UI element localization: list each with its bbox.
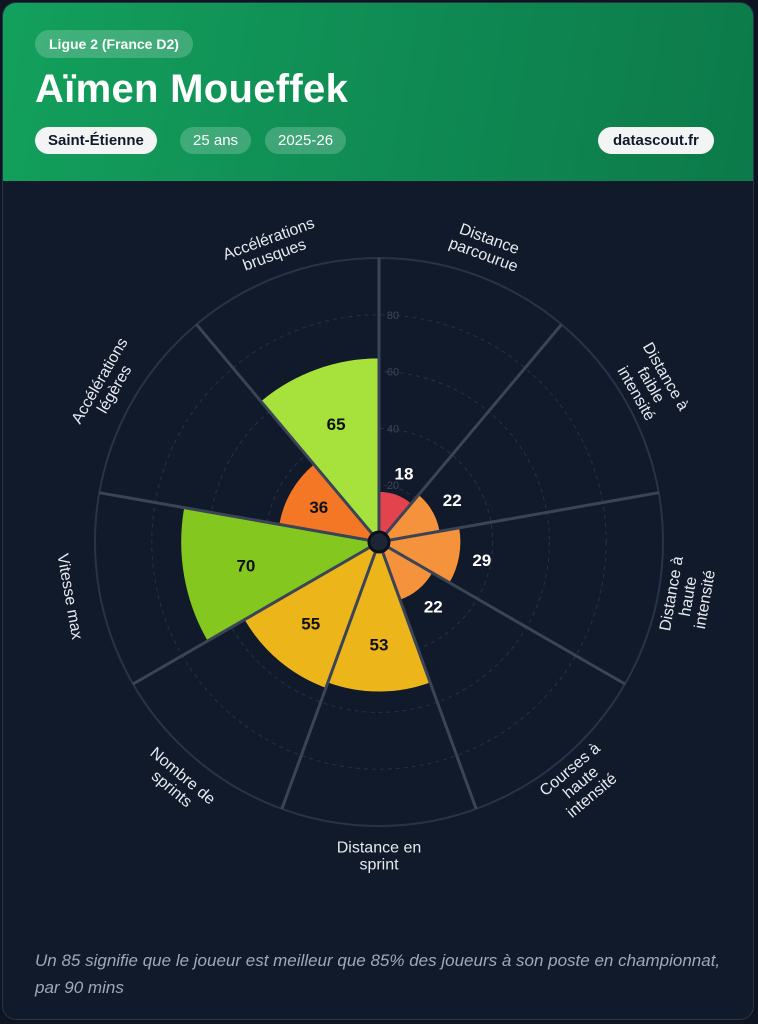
category-label: Distanceparcourue — [447, 219, 526, 276]
bar-wedge — [242, 539, 381, 691]
bar-wedge — [179, 506, 382, 643]
spoke-line — [99, 491, 380, 544]
header-banner: Ligue 2 (France D2) Aïmen Moueffek Saint… — [3, 3, 753, 181]
value-label: 18 — [395, 464, 414, 483]
league-badge: Ligue 2 (France D2) — [35, 30, 193, 58]
value-label: 65 — [327, 415, 346, 434]
value-label: 22 — [443, 491, 462, 510]
spoke-line — [378, 540, 626, 686]
value-label: 55 — [301, 614, 320, 633]
category-label: Courses àhauteintensité — [537, 740, 626, 826]
spoke-line — [377, 541, 478, 810]
category-label-line: Distance en — [337, 840, 422, 857]
brand-badge: datascout.fr — [598, 127, 714, 154]
category-label: Accélérationslégères — [69, 335, 146, 435]
value-label: 36 — [309, 498, 328, 517]
center-hub — [367, 530, 391, 554]
bar-wedge — [326, 539, 432, 694]
spoke-line — [280, 541, 381, 810]
category-label: Distance àhauteintensité — [657, 555, 720, 638]
age-badge: 25 ans — [180, 127, 252, 154]
season-badge: 2025-26 — [265, 127, 347, 154]
category-label: Accélérationsbrusques — [221, 215, 323, 280]
category-label: Vitesse max — [53, 552, 85, 640]
category-label-line: Vitesse max — [53, 552, 85, 640]
category-label: Nombre desprints — [136, 744, 219, 821]
r-tick-label: 60 — [387, 367, 399, 379]
r-tick-label: 40 — [387, 423, 399, 435]
value-label: 22 — [424, 598, 443, 617]
category-label-line: sprint — [359, 857, 399, 874]
value-label: 70 — [236, 557, 255, 576]
bar-wedge — [258, 356, 380, 545]
category-label-line: haute — [677, 575, 701, 617]
r-tick-label: 80 — [387, 310, 399, 322]
footnote: Un 85 signifie que le joueur est meilleu… — [35, 951, 721, 997]
grid-ring — [151, 314, 607, 770]
category-label: Distance en sprint — [337, 840, 422, 874]
player-name: Aïmen Moueffek — [35, 67, 349, 111]
club-badge: Saint-Étienne — [35, 127, 157, 154]
r-tick-label: 20 — [387, 480, 399, 492]
polar-chart: 20 40 60 80 18 22 29 22 53 55 70 36 65 Distanceparco… — [53, 215, 720, 874]
value-label: 29 — [472, 551, 491, 570]
spoke-line — [378, 491, 659, 544]
chart-bars — [179, 356, 463, 694]
spoke-line — [132, 540, 380, 686]
spoke-line — [195, 323, 381, 543]
category-label: Distance àfaibleintensité — [609, 340, 691, 431]
value-label: 53 — [370, 635, 389, 654]
spoke-line — [377, 323, 563, 543]
chart-spokes — [99, 258, 659, 810]
